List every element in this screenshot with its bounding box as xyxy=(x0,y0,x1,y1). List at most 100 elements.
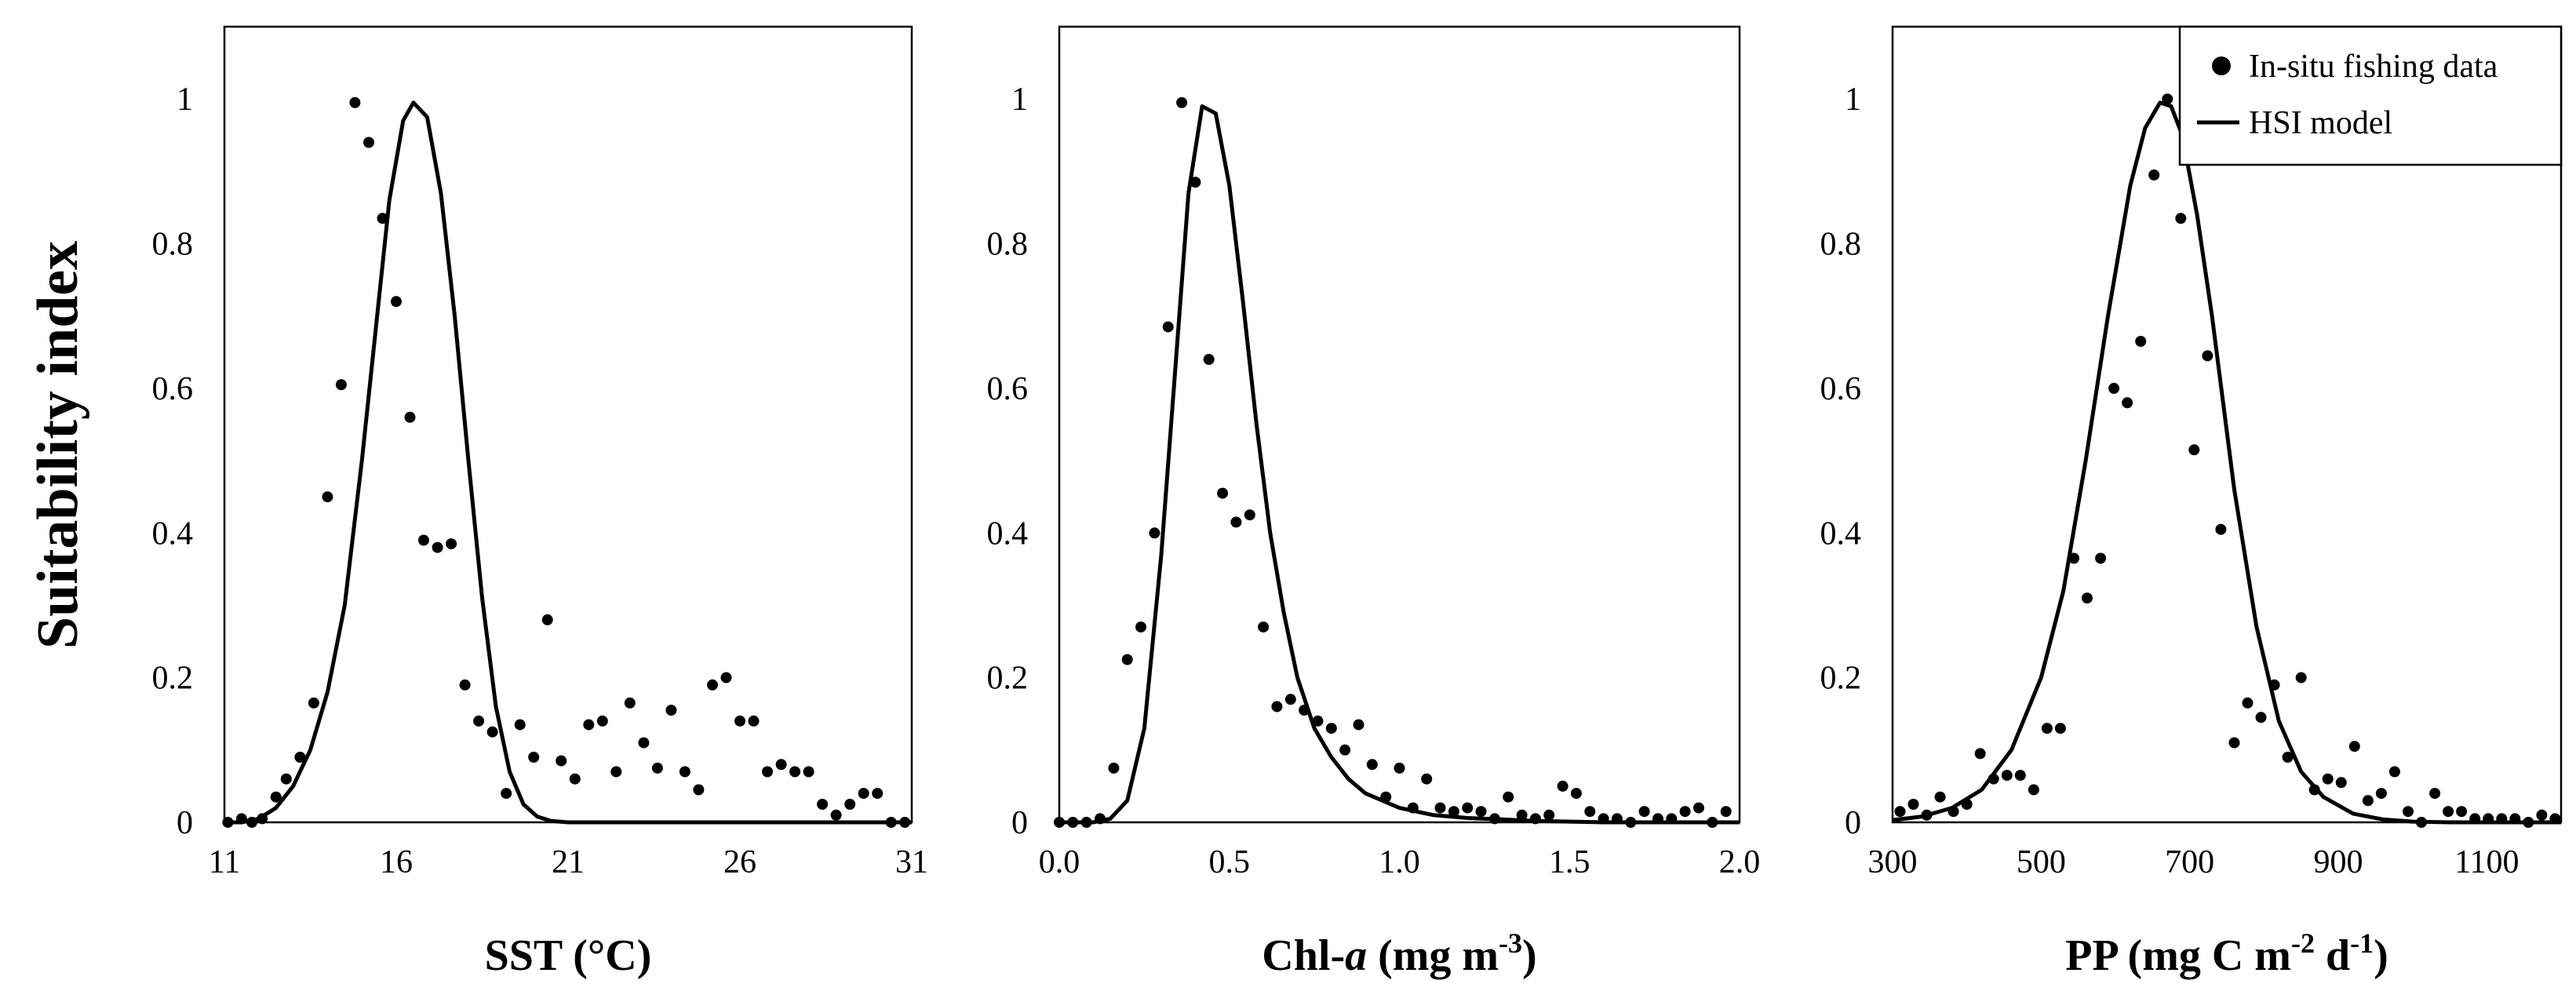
legend: In-situ fishing data HSI model xyxy=(2178,25,2563,166)
fishing-data-point xyxy=(748,715,760,727)
fishing-data-point xyxy=(830,809,842,821)
x-tick-label: 0.0 xyxy=(1039,844,1080,880)
x-tick-label: 11 xyxy=(209,844,240,880)
fishing-data-point xyxy=(679,766,690,778)
y-tick-label: 0 xyxy=(177,805,193,841)
fishing-data-point xyxy=(569,773,581,785)
fishing-data-point xyxy=(1284,694,1296,705)
x-tick-label: 2.0 xyxy=(1719,844,1761,880)
fishing-data-point xyxy=(872,788,884,800)
fishing-data-point xyxy=(858,788,869,800)
fishing-data-point xyxy=(1557,780,1569,792)
fishing-data-point xyxy=(2348,741,2360,752)
x-tick-label: 300 xyxy=(1868,844,1918,880)
fishing-data-point xyxy=(1570,788,1582,800)
fishing-data-point xyxy=(2536,809,2548,821)
fishing-data-point xyxy=(2014,770,2026,782)
fishing-data-point xyxy=(2242,697,2254,709)
fishing-data-point xyxy=(1162,321,1174,333)
fishing-data-point xyxy=(2429,788,2441,800)
fishing-data-point xyxy=(2082,592,2093,604)
fishing-data-point xyxy=(1149,527,1160,539)
x-tick-label: 900 xyxy=(2314,844,2363,880)
fishing-data-point xyxy=(280,773,292,785)
fishing-data-point xyxy=(391,296,402,308)
y-tick-label: 1 xyxy=(1845,82,1861,118)
x-axis-label-part: ) xyxy=(2374,931,2388,980)
fishing-data-point xyxy=(1271,701,1283,712)
fishing-data-point xyxy=(349,97,361,108)
y-tick-label: 0.8 xyxy=(987,227,1029,263)
fishing-data-point xyxy=(734,715,745,727)
y-tick-label: 0.4 xyxy=(987,516,1029,552)
fishing-data-point xyxy=(2322,773,2334,785)
y-tick-label: 0.2 xyxy=(152,661,194,697)
y-tick-label: 0.4 xyxy=(1820,516,1862,552)
hsi-model-line xyxy=(1892,100,2561,825)
fishing-data-point xyxy=(2335,777,2347,789)
legend-box xyxy=(2178,25,2563,166)
fishing-data-point xyxy=(2188,444,2200,456)
fishing-data-point xyxy=(1421,773,1433,785)
fishing-data-point xyxy=(2215,523,2227,535)
fishing-data-point xyxy=(1679,806,1691,818)
fishing-data-point xyxy=(665,705,677,716)
y-tick-label: 0.6 xyxy=(152,371,194,407)
fishing-data-point xyxy=(1203,354,1215,365)
fishing-data-point xyxy=(1638,806,1650,818)
x-tick-label: 1.5 xyxy=(1549,844,1590,880)
fishing-data-point xyxy=(720,672,732,683)
fishing-data-point xyxy=(583,719,595,731)
fishing-data-point xyxy=(2282,752,2294,763)
fishing-data-point xyxy=(2403,806,2414,818)
fishing-data-point xyxy=(1244,509,1255,521)
fishing-data-point xyxy=(1312,715,1324,727)
plot-frame xyxy=(223,25,913,824)
x-tick-label: 21 xyxy=(552,844,585,880)
fishing-data-point xyxy=(2375,788,2387,800)
x-axis-label-sup: -1 xyxy=(2350,927,2374,959)
fishing-data-point xyxy=(270,791,282,803)
fishing-data-point xyxy=(1366,759,1378,771)
x-axis-label-part: PP (mg C m xyxy=(2065,931,2291,980)
y-tick-label: 0.6 xyxy=(987,371,1029,407)
fishing-data-point xyxy=(1894,806,1906,818)
x-tick-label: 700 xyxy=(2165,844,2214,880)
fishing-data-point xyxy=(528,752,540,763)
fishing-data-point xyxy=(1176,97,1188,108)
fishing-data-point xyxy=(1325,723,1337,734)
x-axis-label-part: SST (°C) xyxy=(485,931,652,980)
fishing-data-point xyxy=(1135,621,1146,633)
x-tick-label: 26 xyxy=(723,844,756,880)
legend-dot-icon xyxy=(2212,56,2231,75)
fishing-data-point xyxy=(1230,516,1242,528)
fishing-data-point xyxy=(2443,806,2454,818)
fishing-data-point xyxy=(2001,770,2013,782)
x-tick-label: 1.0 xyxy=(1379,844,1420,880)
fishing-data-point xyxy=(294,752,306,763)
x-tick-label: 16 xyxy=(380,844,413,880)
fishing-data-point xyxy=(541,614,553,625)
fishing-data-point xyxy=(459,679,471,690)
fishing-data-point xyxy=(1462,802,1474,814)
fishing-data-point xyxy=(2054,723,2066,734)
fishing-data-point xyxy=(2388,766,2400,778)
fishing-data-point xyxy=(1516,809,1528,821)
hsi-model-line xyxy=(224,100,912,825)
fishing-data-point xyxy=(1543,809,1555,821)
fishing-data-point xyxy=(1907,799,1919,810)
fishing-data-point xyxy=(2202,350,2213,362)
fishing-data-point xyxy=(1974,748,1986,760)
fishing-data-point xyxy=(335,379,347,391)
fishing-data-point xyxy=(404,411,416,423)
fishing-data-point xyxy=(2362,795,2374,807)
fishing-data-point xyxy=(2148,169,2160,180)
fishing-data-point xyxy=(322,491,333,503)
y-tick-label: 0 xyxy=(1845,805,1861,841)
fishing-data-point xyxy=(1693,802,1704,814)
x-axis-label: PP (mg C m-2 d-1) xyxy=(2065,927,2388,980)
y-tick-label: 1 xyxy=(1011,82,1028,118)
fishing-data-point xyxy=(1258,621,1270,633)
